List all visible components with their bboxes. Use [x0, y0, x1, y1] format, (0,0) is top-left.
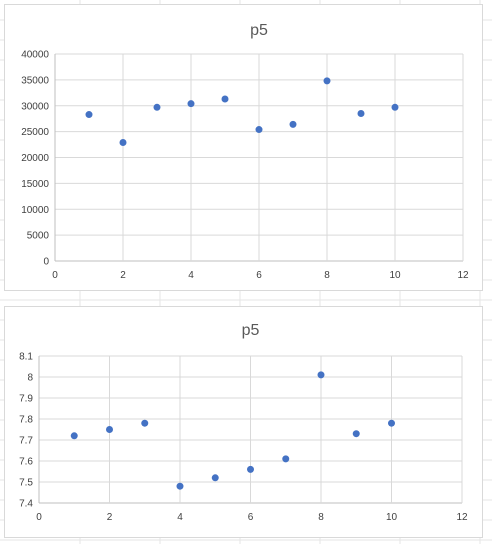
x-tick-label: 10 — [389, 270, 401, 281]
data-point[interactable] — [317, 371, 325, 379]
data-point[interactable] — [388, 419, 395, 427]
y-tick-label: 20000 — [21, 153, 49, 164]
y-tick-label: 25000 — [21, 127, 49, 138]
y-tick-label: 7.5 — [19, 478, 33, 489]
x-tick-label: 4 — [177, 512, 183, 523]
y-tick-label: 35000 — [21, 75, 49, 86]
x-tick-label: 6 — [248, 512, 254, 523]
data-point[interactable] — [247, 465, 254, 473]
x-tick-label: 8 — [318, 512, 324, 523]
chart-panel-2[interactable]: p5 7.4 7.5 7.6 7.7 7.8 7.9 8 8.1 0 2 4 6 8 10 12 — [4, 306, 483, 538]
y-tick-label: 7.7 — [19, 436, 33, 447]
data-point[interactable] — [119, 138, 127, 146]
data-point[interactable] — [352, 430, 360, 438]
y-tick-label: 0 — [43, 257, 49, 268]
y-tick-label: 7.4 — [19, 499, 33, 510]
y-tick-label: 8 — [27, 373, 33, 384]
x-tick-label: 0 — [52, 270, 58, 281]
x-tick-label: 12 — [457, 270, 469, 281]
x-tick-label: 0 — [36, 512, 42, 523]
scatter-chart-2: p5 7.4 7.5 7.6 7.7 7.8 7.9 8 8.1 0 2 4 6 8 10 12 — [19, 322, 468, 523]
data-point[interactable] — [289, 120, 297, 128]
x-tick-label: 4 — [188, 270, 194, 281]
x-tick-label: 6 — [256, 270, 262, 281]
y-tick-label: 15000 — [21, 179, 49, 190]
data-point[interactable] — [221, 95, 229, 103]
chart-title: p5 — [242, 322, 260, 339]
y-tick-label: 8.1 — [19, 352, 33, 363]
chart-panel-1[interactable]: p5 0 5000 10000 15000 20000 25000 30000 35000 400… — [4, 4, 483, 291]
data-point[interactable] — [187, 100, 195, 108]
y-tick-label: 7.6 — [19, 457, 33, 468]
data-point[interactable] — [255, 126, 263, 134]
x-tick-label: 12 — [456, 512, 468, 523]
data-point[interactable] — [153, 103, 161, 111]
y-tick-label: 5000 — [27, 231, 50, 242]
data-point[interactable] — [106, 426, 113, 433]
x-tick-label: 2 — [107, 512, 113, 523]
data-point[interactable] — [85, 111, 93, 119]
x-tick-label: 10 — [386, 512, 398, 523]
y-tick-label: 30000 — [21, 101, 49, 112]
data-point[interactable] — [323, 77, 331, 85]
y-tick-label: 7.9 — [19, 394, 33, 405]
y-tick-label: 10000 — [21, 205, 49, 216]
x-tick-label: 8 — [324, 270, 330, 281]
data-point[interactable] — [176, 482, 184, 490]
x-tick-label: 2 — [120, 270, 126, 281]
data-point[interactable] — [282, 455, 290, 463]
y-tick-label: 40000 — [21, 50, 49, 61]
scatter-chart-1: p5 0 5000 10000 15000 20000 25000 30000 35000 400… — [21, 22, 469, 281]
chart-title: p5 — [250, 22, 268, 39]
data-point[interactable] — [211, 474, 219, 482]
data-point[interactable] — [141, 419, 149, 427]
data-point[interactable] — [391, 103, 399, 111]
data-point[interactable] — [70, 432, 78, 440]
data-point[interactable] — [357, 110, 365, 118]
y-tick-label: 7.8 — [19, 415, 33, 426]
